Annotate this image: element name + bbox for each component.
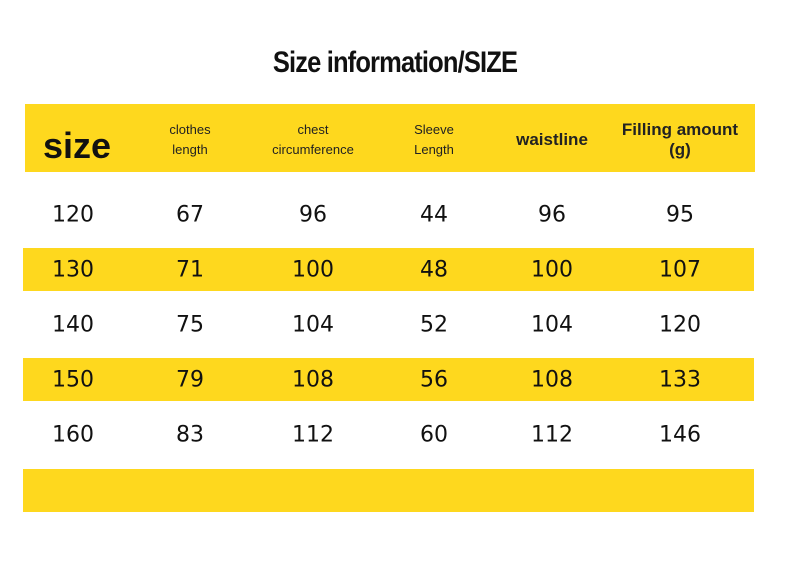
table-cell: 96 <box>299 202 327 228</box>
table-cell: 108 <box>531 367 573 393</box>
table-cell: 160 <box>52 422 94 448</box>
table-cell: 120 <box>659 312 701 338</box>
header-cell: chest circumference <box>272 122 354 157</box>
table-cell: 112 <box>292 422 334 448</box>
table-cell: 67 <box>176 202 204 228</box>
table-cell: 79 <box>176 367 204 393</box>
table-cell: 133 <box>659 367 701 393</box>
header-band <box>25 104 755 172</box>
table-cell: 100 <box>292 257 334 283</box>
title: Size information/SIZE <box>272 46 518 79</box>
table-cell: 60 <box>420 422 448 448</box>
table-cell: 150 <box>52 367 94 393</box>
table-cell: 56 <box>420 367 448 393</box>
table-cell: 95 <box>666 202 694 228</box>
row-band <box>23 358 754 401</box>
table-cell: 48 <box>420 257 448 283</box>
table-cell: 52 <box>420 312 448 338</box>
table-cell: 140 <box>52 312 94 338</box>
table-cell: 44 <box>420 202 448 228</box>
table-cell: 71 <box>176 257 204 283</box>
table-cell: 100 <box>531 257 573 283</box>
header-cell: Sleeve Length <box>414 122 454 157</box>
table-cell: 83 <box>176 422 204 448</box>
header-cell: Filling amount (g) <box>621 120 739 159</box>
table-cell: 104 <box>531 312 573 338</box>
table-cell: 75 <box>176 312 204 338</box>
row-band <box>23 469 754 512</box>
table-cell: 107 <box>659 257 701 283</box>
table-cell: 108 <box>292 367 334 393</box>
header-cell: clothes length <box>169 122 211 157</box>
table-cell: 104 <box>292 312 334 338</box>
table-cell: 96 <box>538 202 566 228</box>
table-cell: 112 <box>531 422 573 448</box>
header-cell: waistline <box>516 130 588 149</box>
table-cell: 120 <box>52 202 94 228</box>
row-band <box>23 248 754 291</box>
table-cell: 130 <box>52 257 94 283</box>
header-cell: size <box>43 125 112 166</box>
table-cell: 146 <box>659 422 701 448</box>
